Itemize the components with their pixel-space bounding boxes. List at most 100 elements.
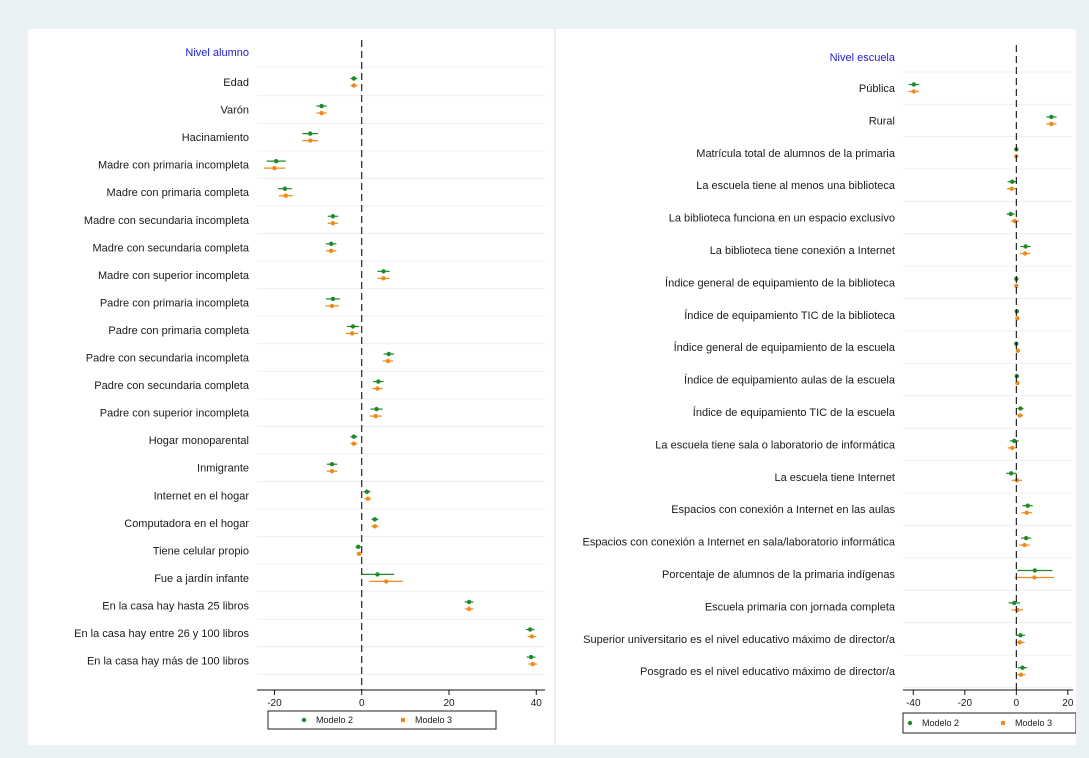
- modelo-3-point: [1032, 575, 1037, 580]
- modelo-2-point: [1012, 438, 1017, 444]
- modelo-3-point: [372, 524, 378, 529]
- row-label: Espacios con conexión a Internet en las …: [671, 504, 895, 516]
- row-label: Porcentaje de alumnos de la primaria ind…: [662, 569, 895, 581]
- modelo-3-point: [466, 606, 472, 612]
- modelo-3-point: [349, 331, 355, 336]
- row-label: La biblioteca tiene conexión a Internet: [710, 245, 895, 257]
- row-label: Padre con secundaria incompleta: [86, 353, 250, 365]
- modelo-2-point: [351, 76, 357, 81]
- x-tick-label: 0: [1014, 698, 1020, 709]
- modelo-2-point: [1018, 406, 1023, 411]
- modelo-3-point: [319, 110, 324, 116]
- modelo-3-point: [328, 248, 334, 253]
- legend-modelo-3-label: Modelo 3: [1015, 718, 1052, 728]
- modelo-2-point: [1008, 471, 1014, 476]
- row-label: La biblioteca funciona en un espacio exc…: [669, 213, 895, 225]
- modelo-3-point: [330, 221, 336, 226]
- modelo-2-point: [381, 269, 386, 274]
- modelo-3-point: [1022, 542, 1027, 548]
- modelo-2-point: [274, 158, 279, 164]
- modelo-2-point: [1023, 244, 1028, 249]
- x-tick-label: -40: [906, 698, 921, 709]
- row-label: Padre con superior incompleta: [100, 408, 250, 420]
- left-panel: Nivel alumno Edad Varón Hacinamiento Madre c…: [74, 40, 545, 730]
- row-label: Superior universitario es el nivel educa…: [583, 634, 896, 646]
- modelo-3-point: [1017, 640, 1023, 645]
- row-label: La escuela tiene Internet: [775, 472, 895, 484]
- left-panel-heading: Nivel alumno: [185, 47, 249, 59]
- modelo-2-point: [1010, 179, 1015, 184]
- legend-modelo-3-label: Modelo 3: [415, 715, 452, 725]
- row-label: Índice general de equipamiento de la bib…: [665, 276, 896, 289]
- modelo-2-point: [330, 296, 336, 302]
- modelo-3-point: [383, 579, 389, 584]
- x-tick-label: 20: [1062, 698, 1074, 709]
- modelo-2-point: [1032, 568, 1038, 573]
- modelo-2-point: [329, 462, 335, 467]
- modelo-3-point: [1015, 348, 1021, 353]
- modelo-3-point: [381, 276, 386, 281]
- modelo-3-point: [1014, 283, 1019, 289]
- row-label: Varón: [220, 105, 249, 117]
- legend-box: [902, 712, 1076, 734]
- modelo-2-point: [372, 517, 378, 522]
- modelo-2-point: [282, 186, 288, 191]
- modelo-2-point: [308, 131, 313, 136]
- legend-modelo-2-marker: [301, 717, 307, 723]
- row-label: Pública: [859, 83, 896, 95]
- row-label: Madre con secundaria incompleta: [84, 215, 250, 227]
- row-label: Índice general de equipamiento de la esc…: [674, 341, 896, 354]
- x-tick-label: 20: [443, 698, 455, 709]
- modelo-2-point: [527, 627, 533, 632]
- row-label: Fue a jardín infante: [154, 573, 249, 585]
- modelo-3-point: [1009, 186, 1014, 191]
- legend-modelo-2-label: Modelo 2: [922, 718, 959, 728]
- row-label: Padre con primaria incompleta: [100, 297, 250, 309]
- modelo-3-point: [1024, 510, 1029, 515]
- modelo-2-point: [328, 241, 334, 246]
- row-label: Escuela primaria con jornada completa: [705, 601, 896, 613]
- row-label: Edad: [223, 77, 249, 89]
- modelo-2-point: [1025, 503, 1030, 508]
- modelo-2-point: [466, 599, 472, 605]
- modelo-3-point: [530, 661, 535, 667]
- legend-modelo-2-marker: [907, 720, 913, 726]
- x-tick-label: 40: [531, 698, 543, 709]
- modelo-2-point: [330, 214, 336, 219]
- row-label: La escuela tiene sala o laboratorio de i…: [655, 439, 896, 451]
- row-label: Índice de equipamiento aulas de la escue…: [684, 374, 896, 387]
- modelo-3-point: [351, 441, 357, 446]
- modelo-3-point: [1010, 445, 1015, 451]
- modelo-2-point: [375, 572, 380, 577]
- legend-box: [267, 710, 497, 730]
- modelo-2-point: [350, 324, 356, 329]
- modelo-3-point: [1015, 316, 1020, 321]
- modelo-2-point: [364, 489, 370, 494]
- modelo-3-point: [375, 386, 380, 391]
- modelo-3-point: [1049, 121, 1054, 127]
- row-label: Madre con superior incompleta: [98, 270, 250, 282]
- figure: Nivel alumno Edad Varón Hacinamiento Madre c…: [28, 29, 1076, 745]
- row-label: Matrícula total de alumnos de la primari…: [696, 148, 896, 160]
- row-label: Madre con secundaria completa: [92, 242, 249, 254]
- row-label: Rural: [869, 115, 895, 127]
- modelo-3-point: [308, 138, 313, 143]
- modelo-2-point: [911, 82, 917, 87]
- modelo-3-point: [1017, 413, 1023, 418]
- row-label: Hacinamiento: [182, 132, 249, 144]
- row-label: Espacios con conexión a Internet en sala…: [583, 537, 896, 549]
- modelo-2-point: [1049, 114, 1054, 120]
- modelo-3-point: [356, 551, 362, 557]
- row-label: Hogar monoparental: [149, 435, 249, 447]
- row-label: Inmigrante: [197, 463, 249, 475]
- modelo-2-point: [1012, 600, 1017, 606]
- modelo-3-point: [329, 303, 335, 309]
- row-label: En la casa hay entre 26 y 100 libros: [74, 628, 249, 640]
- modelo-2-point: [1018, 633, 1023, 638]
- x-tick-label: 0: [359, 698, 365, 709]
- row-label: En la casa hay hasta 25 libros: [102, 600, 249, 612]
- modelo-2-point: [374, 406, 379, 412]
- modelo-2-point: [351, 434, 357, 439]
- row-label: Padre con secundaria completa: [94, 380, 250, 392]
- legend-modelo-3-marker: [401, 718, 405, 722]
